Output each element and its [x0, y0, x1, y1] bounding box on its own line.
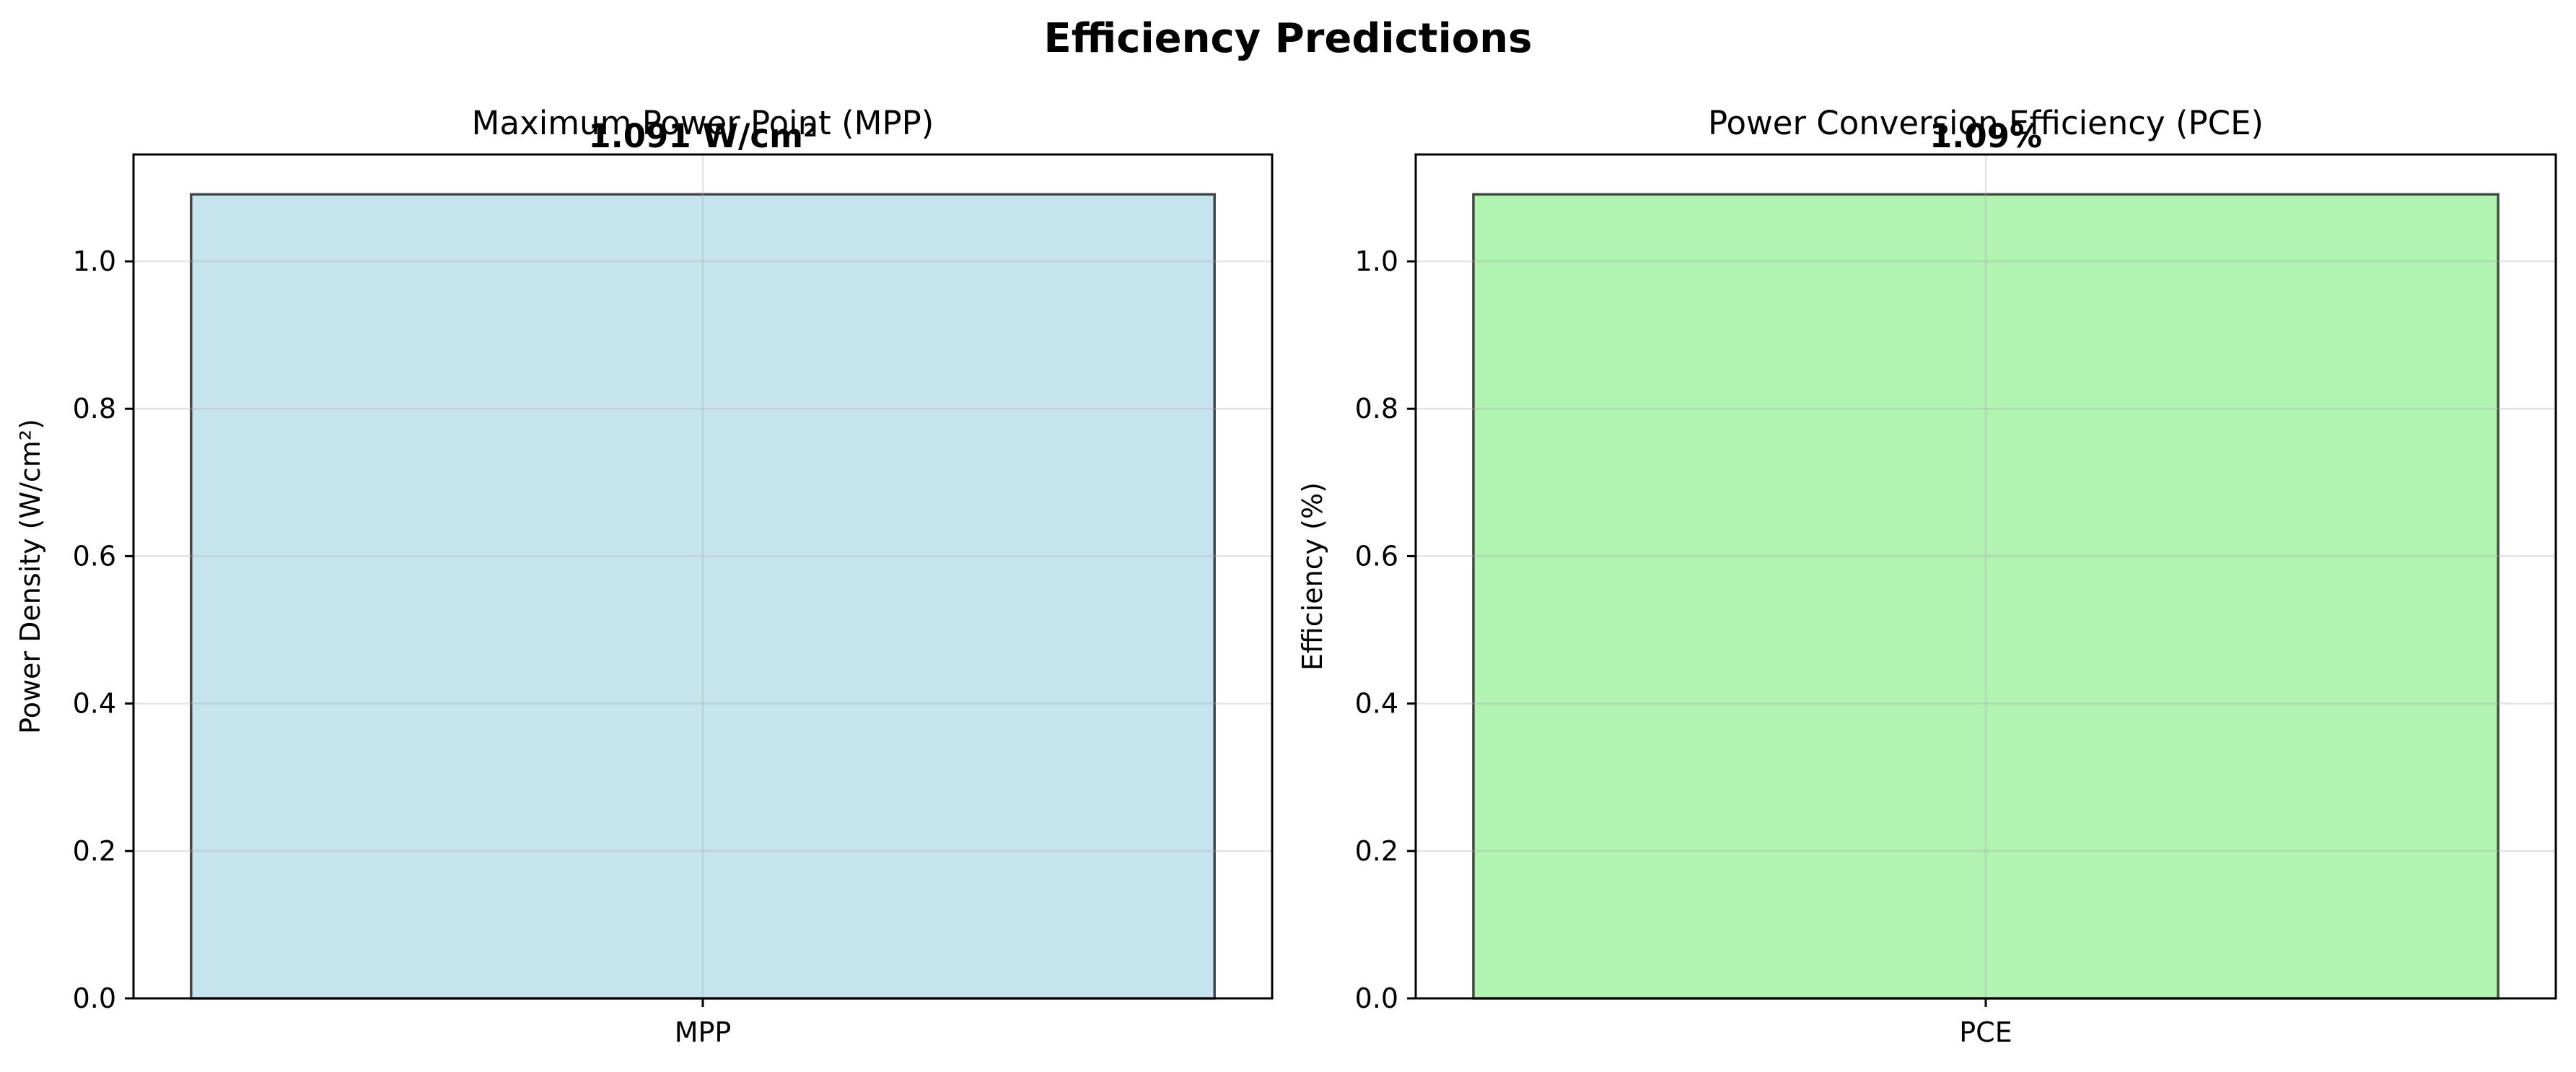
y-tick-label-1: 0.2 [73, 835, 116, 867]
y-tick-label-2: 0.4 [73, 688, 116, 720]
y-axis-label-mpp: Power Density (W/cm²) [14, 419, 46, 734]
y-tick-label-5: 1.0 [1355, 245, 1398, 277]
y-tick-label-1: 0.2 [1355, 835, 1398, 867]
y-tick-label-3: 0.6 [1355, 540, 1398, 572]
subplot-title-mpp: Maximum Power Point (MPP) [472, 104, 934, 142]
figure-title: Efficiency Predictions [1044, 15, 1533, 62]
bars-pce [1472, 193, 2500, 1000]
subplot-mpp: 0.0 0.2 0.4 0.6 0.8 1.0 MPP Maximum Power Poi… [14, 104, 1274, 1048]
bar-value-label-pce: 1.09% [1929, 117, 2042, 155]
subplot-pce: 0.0 0.2 0.4 0.6 0.8 1.0 PCE Power Conversion … [1297, 104, 2557, 1048]
y-axis-label-pce: Efficiency (%) [1297, 482, 1328, 671]
x-ticks-pce: PCE [1959, 998, 2012, 1048]
bar-pce-0 [1472, 193, 2500, 1000]
bar-mpp-0 [190, 193, 1216, 1000]
y-ticks-mpp: 0.0 0.2 0.4 0.6 0.8 1.0 [73, 245, 133, 1014]
y-tick-label-4: 0.8 [73, 393, 116, 424]
y-tick-label-5: 1.0 [73, 245, 116, 277]
x-tick-label-0: MPP [675, 1016, 732, 1048]
y-tick-label-0: 0.0 [1355, 982, 1398, 1014]
x-ticks-mpp: MPP [675, 998, 732, 1048]
y-ticks-pce: 0.0 0.2 0.4 0.6 0.8 1.0 [1355, 245, 1416, 1014]
y-tick-label-0: 0.0 [73, 982, 116, 1014]
bars-mpp [190, 193, 1216, 1000]
bar-value-label-mpp: 1.091 W/cm² [588, 117, 817, 155]
y-tick-label-4: 0.8 [1355, 393, 1398, 424]
y-tick-label-2: 0.4 [1355, 688, 1398, 720]
x-tick-label-0: PCE [1959, 1016, 2012, 1048]
y-tick-label-3: 0.6 [73, 540, 116, 572]
subplot-title-pce: Power Conversion Efficiency (PCE) [1708, 104, 2264, 142]
